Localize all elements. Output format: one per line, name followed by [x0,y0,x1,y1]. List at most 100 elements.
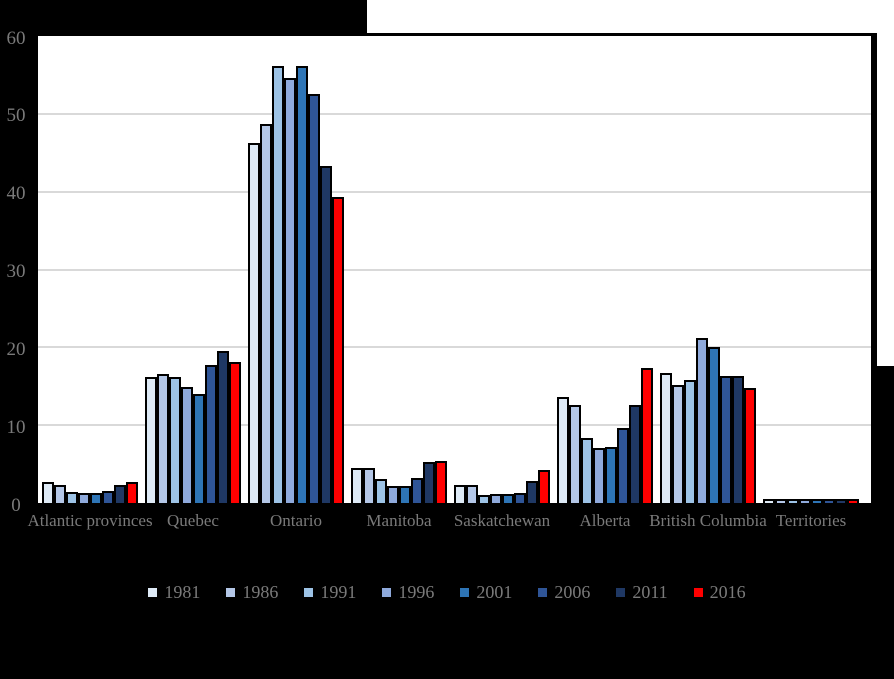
bar-manitoba-1996 [387,486,399,503]
bar-group-quebec [145,350,241,503]
legend-item-2006: 2006 [538,582,590,603]
bar-alberta-2001 [605,446,617,503]
bar-saskatchewan-2016 [538,469,550,503]
legend-swatch-1991 [304,587,314,597]
legend-label-2011: 2011 [632,581,668,602]
bar-manitoba-2011 [423,462,435,503]
bar-territories-1981 [763,499,775,503]
legend-swatch-1981 [148,587,158,597]
legend-swatch-2016 [693,587,703,597]
bar-british-columbia-1981 [660,373,672,503]
gridline-20 [38,346,871,349]
bar-british-columbia-2006 [720,376,732,503]
x-axis-label-atlantic-provinces: Atlantic provinces [27,511,153,530]
y-tick-label-50: 50 [6,105,26,127]
bar-group-atlantic-provinces [42,482,138,503]
bar-saskatchewan-1996 [490,494,502,503]
bar-ontario-2001 [296,65,308,503]
gridline-50 [38,112,871,115]
bar-alberta-2006 [617,427,629,503]
bar-quebec-2011 [217,350,229,503]
bar-atlantic-provinces-2001 [90,493,102,503]
x-axis-label-quebec: Quebec [167,511,219,530]
legend-label-1981: 1981 [164,581,201,602]
bar-saskatchewan-1981 [454,485,466,503]
legend-item-2016: 2016 [693,581,746,603]
legend-label-1991: 1991 [320,581,357,602]
bar-saskatchewan-1991 [478,494,490,503]
gridline-40 [38,190,871,193]
bar-ontario-1986 [260,123,272,503]
y-tick-label-10: 10 [6,416,26,438]
bar-alberta-1991 [581,437,593,503]
x-axis-label-british-columbia: British Columbia [649,511,767,530]
x-axis-label-territories: Territories [775,511,847,530]
bar-group-territories [763,499,859,503]
bar-saskatchewan-2001 [502,494,514,503]
bar-manitoba-1981 [351,467,363,503]
legend-swatch-2001 [460,587,470,597]
bar-territories-1996 [799,499,811,503]
bar-ontario-2016 [332,197,344,503]
y-tick-label-40: 40 [6,183,26,205]
x-label-cell: Territories [763,511,859,537]
bar-atlantic-provinces-1991 [66,491,78,503]
bar-british-columbia-1991 [684,379,696,503]
y-tick-label-0: 0 [11,494,21,516]
bar-saskatchewan-2011 [526,480,538,503]
legend-label-2016: 2016 [709,581,746,602]
x-axis-label-manitoba: Manitoba [366,511,432,530]
bar-manitoba-2006 [411,478,423,503]
bars-layer [42,36,859,503]
x-axis-label-alberta: Alberta [579,511,631,530]
legend-item-2011: 2011 [616,581,668,603]
bar-british-columbia-1996 [696,338,708,503]
bar-atlantic-provinces-1996 [78,493,90,503]
x-label-cell: British Columbia [649,511,767,537]
bar-group-ontario [248,65,344,503]
bar-atlantic-provinces-1986 [54,484,66,503]
legend-label-1996: 1996 [398,581,435,602]
plot-area [38,33,874,508]
bar-ontario-1981 [248,142,260,503]
bar-british-columbia-2001 [708,346,720,503]
bar-saskatchewan-1986 [466,485,478,503]
bar-alberta-1986 [569,405,581,503]
bar-alberta-1996 [593,448,605,503]
x-axis-labels: Atlantic provinces Quebec Ontario Manitoba S… [27,511,859,537]
x-axis-label-ontario: Ontario [270,511,322,530]
legend-label-1986: 1986 [242,581,279,602]
legend-swatch-2006 [538,587,548,597]
legend-swatch-2011 [616,587,626,597]
legend: 1981 1986 1991 1996 2001 2006 2011 2016 [0,578,894,606]
bar-manitoba-1986 [363,468,375,503]
bar-ontario-1991 [272,65,284,503]
page-white-area-right [877,0,894,366]
bar-quebec-1981 [145,377,157,503]
redacted-title-block [0,0,367,33]
legend-item-1996: 1996 [382,582,434,603]
bar-manitoba-1991 [375,479,387,503]
bar-quebec-1986 [157,374,169,503]
bar-ontario-2006 [308,93,320,503]
bar-alberta-2011 [629,404,641,503]
bar-territories-2011 [835,499,847,503]
bar-territories-1991 [787,499,799,503]
bar-quebec-2001 [193,394,205,503]
legend-item-1981: 1981 [148,582,200,603]
legend-label-2006: 2006 [554,581,591,602]
legend-label-2001: 2001 [476,581,513,602]
bar-british-columbia-1986 [672,385,684,503]
bar-ontario-2011 [320,165,332,503]
bar-atlantic-provinces-2011 [114,484,126,503]
bar-british-columbia-2016 [744,388,756,503]
bar-british-columbia-2011 [732,376,744,503]
legend-item-2001: 2001 [460,582,512,603]
legend-item-1991: 1991 [304,582,356,603]
bar-group-alberta [557,367,653,503]
bar-quebec-2006 [205,364,217,503]
x-label-cell: Alberta [557,511,653,537]
bar-atlantic-provinces-1981 [42,482,54,503]
bar-alberta-1981 [557,397,569,503]
